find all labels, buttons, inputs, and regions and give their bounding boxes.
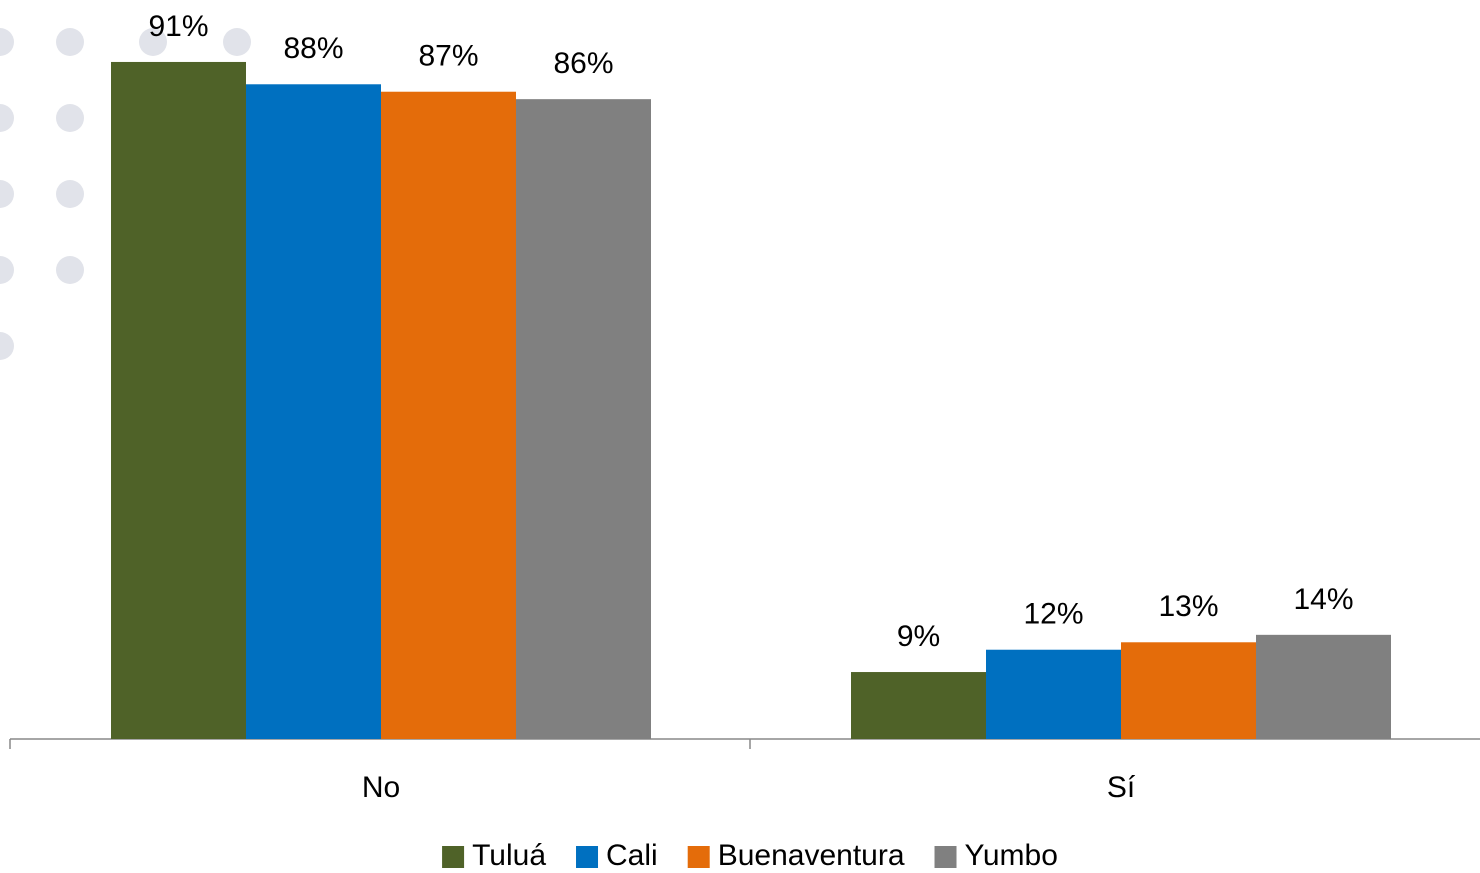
bar	[516, 99, 651, 739]
x-tick-label: Sí	[1107, 771, 1136, 804]
dot	[223, 28, 251, 56]
dot	[56, 104, 84, 132]
bar	[851, 672, 986, 739]
dot	[0, 332, 14, 360]
bar	[246, 84, 381, 739]
data-label: 9%	[897, 620, 940, 653]
data-label: 91%	[148, 10, 208, 43]
dot	[0, 256, 14, 284]
legend-label: Cali	[606, 839, 658, 872]
bar	[1256, 634, 1391, 739]
legend-label: Yumbo	[965, 839, 1058, 872]
data-label: 13%	[1158, 590, 1218, 623]
legend-swatch	[442, 846, 465, 868]
dot	[139, 28, 167, 56]
x-tick-label: No	[362, 771, 400, 804]
bar	[986, 649, 1121, 739]
legend-swatch	[687, 846, 710, 868]
legend-swatch	[934, 846, 957, 868]
bar	[111, 61, 246, 739]
legend-label: Tuluá	[472, 839, 546, 872]
decoration-dots	[0, 28, 251, 360]
dot	[0, 180, 14, 208]
dot	[56, 180, 84, 208]
dot	[0, 28, 14, 56]
data-label: 12%	[1023, 598, 1083, 631]
legend-swatch	[576, 846, 599, 868]
data-label: 88%	[283, 32, 343, 65]
data-label: 14%	[1293, 583, 1353, 616]
dot	[56, 256, 84, 284]
legend-label: Buenaventura	[718, 839, 905, 872]
dot	[56, 28, 84, 56]
bar	[381, 91, 516, 740]
bar	[1121, 642, 1256, 739]
data-label: 86%	[553, 47, 613, 80]
data-label: 87%	[418, 40, 478, 73]
dot	[0, 104, 14, 132]
